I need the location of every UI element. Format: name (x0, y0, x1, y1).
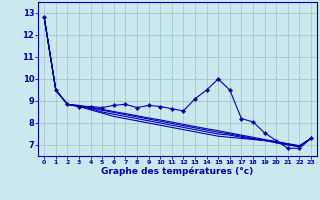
X-axis label: Graphe des températures (°c): Graphe des températures (°c) (101, 167, 254, 176)
